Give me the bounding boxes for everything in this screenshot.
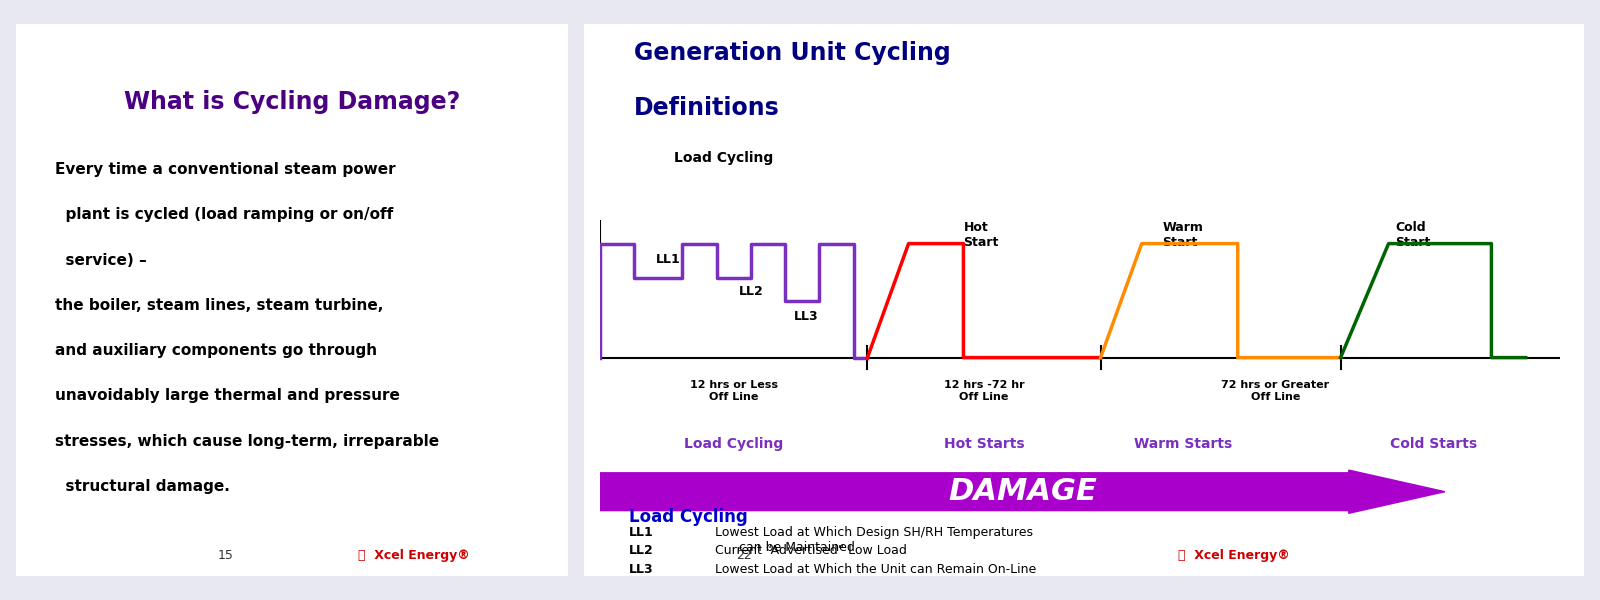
Text: 12 hrs or Less
Off Line: 12 hrs or Less Off Line [690,380,778,402]
Text: Load Cycling: Load Cycling [685,437,784,451]
Text: Hot Starts: Hot Starts [944,437,1024,451]
Text: LL2: LL2 [629,544,653,557]
Text: ⓧ  Xcel Energy®: ⓧ Xcel Energy® [357,549,469,562]
FancyBboxPatch shape [554,7,1600,593]
Text: stresses, which cause long-term, irreparable: stresses, which cause long-term, irrepar… [54,434,438,449]
Text: Cold
Start: Cold Start [1395,221,1430,249]
Text: Hot
Start: Hot Start [963,221,998,249]
Text: and auxiliary components go through: and auxiliary components go through [54,343,376,358]
Text: 22: 22 [736,549,752,562]
Text: Definitions: Definitions [634,96,779,120]
Text: can be Maintained: can be Maintained [715,541,854,554]
Text: What is Cycling Damage?: What is Cycling Damage? [123,90,461,114]
Text: Load Cycling: Load Cycling [674,151,773,165]
Text: Generation Unit Cycling: Generation Unit Cycling [634,41,950,65]
Text: the boiler, steam lines, steam turbine,: the boiler, steam lines, steam turbine, [54,298,382,313]
Text: Current “Advertised” Low Load: Current “Advertised” Low Load [715,544,907,557]
Text: Warm Starts: Warm Starts [1134,437,1232,451]
FancyBboxPatch shape [0,7,584,593]
Text: Lowest Load at Which Design SH/RH Temperatures: Lowest Load at Which Design SH/RH Temper… [715,526,1034,539]
Text: 72 hrs or Greater
Off Line: 72 hrs or Greater Off Line [1221,380,1330,402]
Text: structural damage.: structural damage. [54,479,229,494]
Text: 12 hrs -72 hr
Off Line: 12 hrs -72 hr Off Line [944,380,1024,402]
FancyArrow shape [600,470,1445,513]
Text: Load Cycling: Load Cycling [629,508,747,526]
Text: Warm
Start: Warm Start [1162,221,1203,249]
Text: service) –: service) – [54,253,146,268]
Text: LL3: LL3 [629,563,653,576]
Text: Cold Starts: Cold Starts [1389,437,1477,451]
Text: DAMAGE: DAMAGE [947,477,1098,506]
Text: Every time a conventional steam power: Every time a conventional steam power [54,162,395,177]
Text: LL1: LL1 [656,253,682,266]
Text: unavoidably large thermal and pressure: unavoidably large thermal and pressure [54,388,400,403]
Text: LL3: LL3 [794,310,818,323]
Text: LL2: LL2 [739,285,763,298]
Text: ⓧ  Xcel Energy®: ⓧ Xcel Energy® [1178,549,1290,562]
Text: plant is cycled (load ramping or on/off: plant is cycled (load ramping or on/off [54,207,394,222]
Text: 15: 15 [218,549,234,562]
Text: LL1: LL1 [629,526,653,539]
Text: Lowest Load at Which the Unit can Remain On-Line: Lowest Load at Which the Unit can Remain… [715,563,1037,576]
